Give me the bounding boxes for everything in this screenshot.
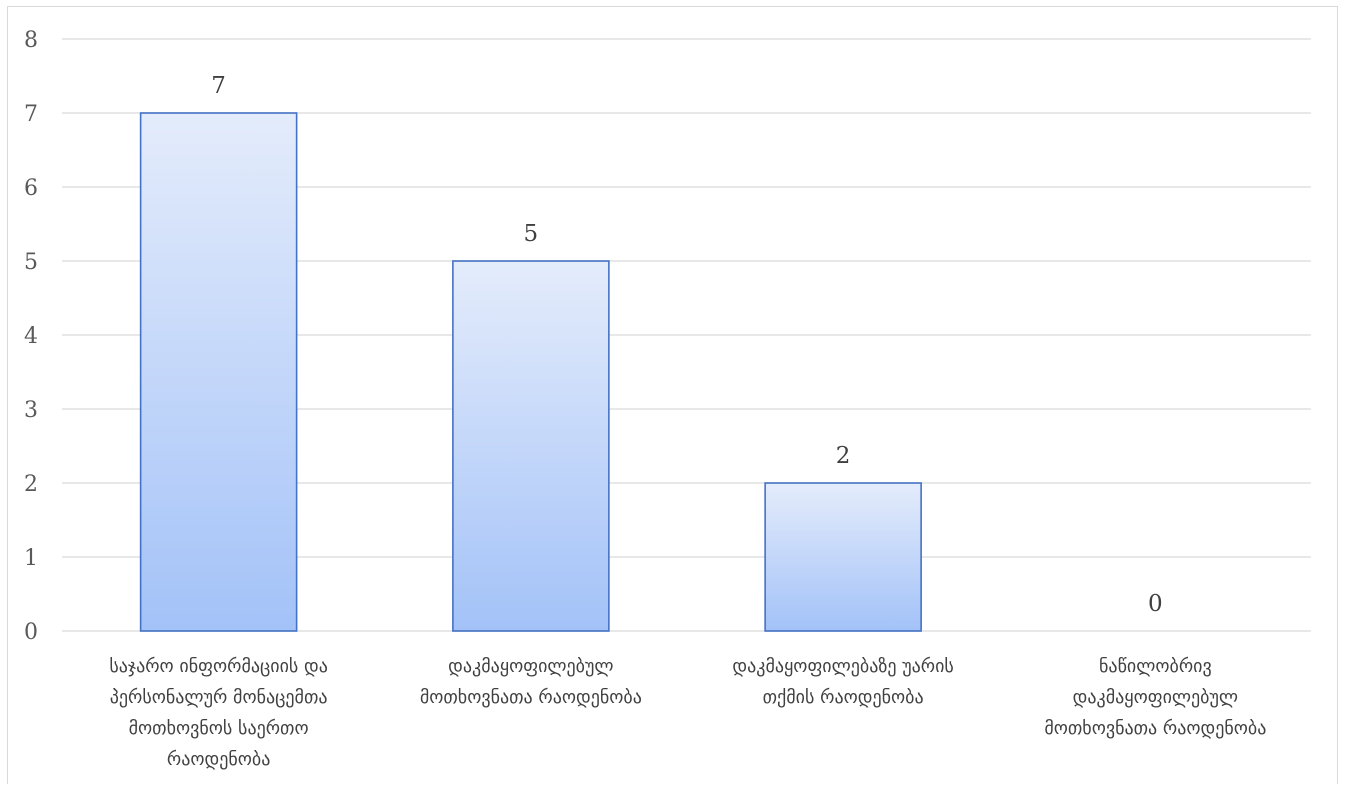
y-tick-label-5: 5 bbox=[24, 250, 38, 275]
category-labels: საჯარო ინფორმაციის და პერსონალურ მონაცემთ… bbox=[109, 656, 1266, 770]
data-labels: 7 5 2 0 bbox=[211, 73, 1162, 617]
bar-2 bbox=[452, 260, 610, 632]
y-tick-label-1: 1 bbox=[24, 546, 38, 571]
data-label-1: 7 bbox=[211, 73, 226, 99]
data-label-4: 0 bbox=[1148, 591, 1163, 617]
data-label-3: 2 bbox=[836, 443, 851, 469]
data-label-2: 5 bbox=[524, 221, 539, 247]
category-label-2-line-2: მოთხოვნათა რაოდენობა bbox=[420, 687, 642, 708]
y-axis-tick-labels: 0 1 2 3 4 5 6 7 8 bbox=[24, 28, 38, 645]
category-label-4-line-1: ნაწილობრივ bbox=[1099, 656, 1212, 677]
category-label-3-line-1: დაკმაყოფილებაზე უარის bbox=[732, 656, 953, 677]
category-label-1-line-2: პერსონალურ მონაცემთა bbox=[110, 687, 328, 708]
y-tick-label-7: 7 bbox=[24, 102, 38, 127]
category-label-1-line-3: მოთხოვნოს საერთო bbox=[129, 718, 309, 739]
category-label-3-line-2: თქმის რაოდენობა bbox=[763, 687, 924, 708]
y-tick-label-8: 8 bbox=[24, 28, 38, 53]
category-label-4-line-2: დაკმაყოფილებულ bbox=[1073, 687, 1238, 708]
category-label-4-line-3: მოთხოვნათა რაოდენობა bbox=[1044, 718, 1266, 739]
y-tick-label-4: 4 bbox=[24, 324, 38, 349]
category-label-1-line-4: რაოდენობა bbox=[167, 749, 271, 770]
bar-3 bbox=[764, 482, 922, 632]
y-tick-label-0: 0 bbox=[24, 620, 38, 645]
bars bbox=[139, 112, 922, 632]
y-tick-label-6: 6 bbox=[24, 176, 38, 201]
y-tick-label-3: 3 bbox=[24, 398, 38, 423]
y-tick-label-2: 2 bbox=[24, 472, 38, 497]
bar-1 bbox=[139, 112, 298, 632]
category-label-1-line-1: საჯარო ინფორმაციის და bbox=[109, 656, 328, 677]
category-label-2-line-1: დაკმაყოფილებულ bbox=[448, 656, 613, 677]
